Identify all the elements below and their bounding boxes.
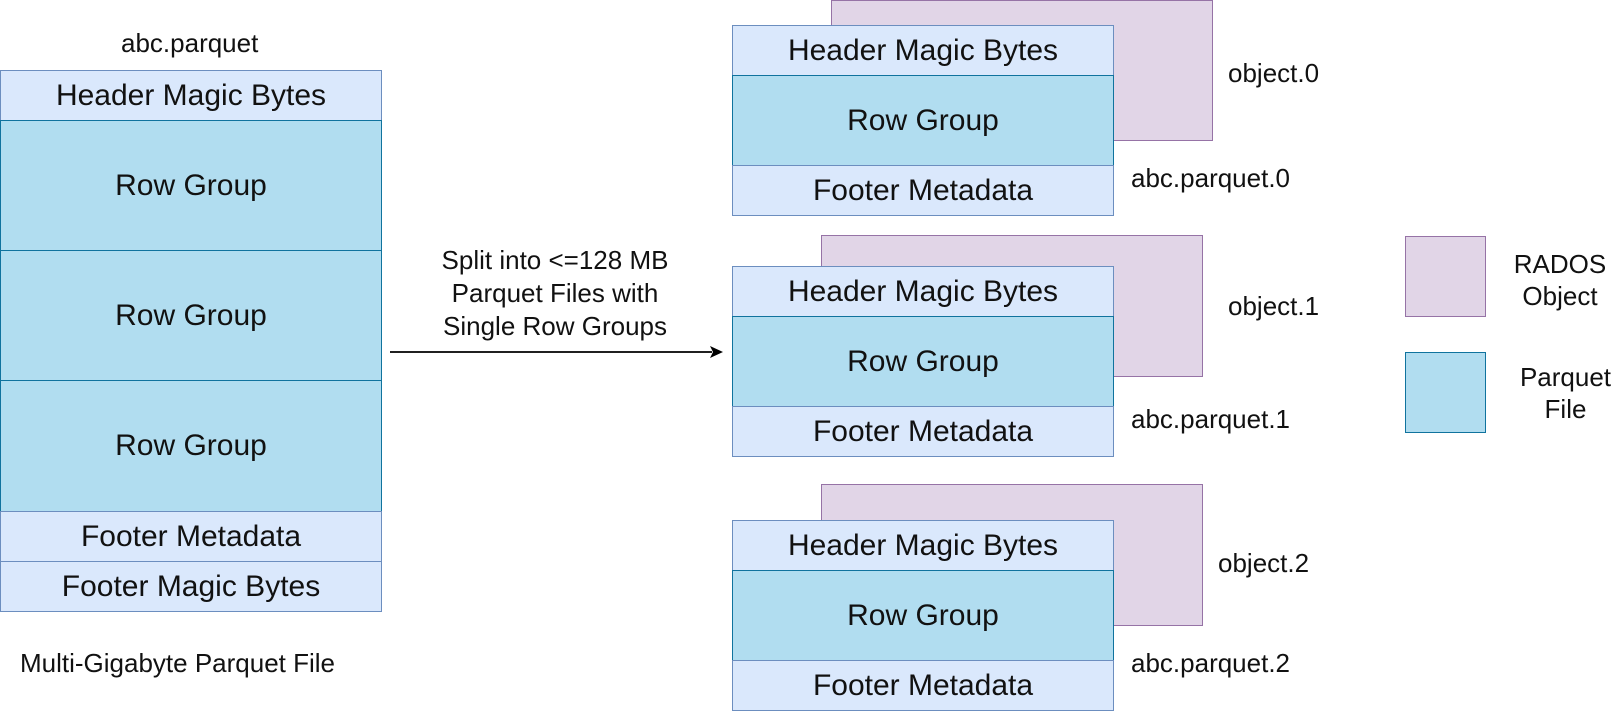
- split-file-0-row-group: Row Group: [732, 75, 1114, 166]
- legend-parquet-swatch: [1405, 352, 1486, 433]
- split-arrow: [390, 346, 723, 358]
- split-file-1-header: Header Magic Bytes: [732, 266, 1114, 317]
- object-0-label: object.0: [1228, 58, 1320, 88]
- split-file-2-footer: Footer Metadata: [732, 660, 1114, 711]
- legend-parquet-label-line1: Parquet: [1519, 362, 1612, 392]
- split-arrow-label-line3: Single Row Groups: [443, 311, 667, 341]
- split-file-2-row-group: Row Group: [732, 570, 1114, 661]
- split-file-1-row-group: Row Group: [732, 316, 1114, 407]
- source-footer-magic-bytes: Footer Magic Bytes: [0, 561, 382, 612]
- split-arrow-label-line1: Split into <=128 MB: [441, 245, 669, 275]
- source-row-group-2: Row Group: [0, 250, 382, 381]
- legend-rados-label-line2: Object: [1522, 281, 1598, 311]
- source-row-group-3: Row Group: [0, 380, 382, 512]
- legend-rados-label: RADOS Object: [1500, 248, 1620, 312]
- source-footer-metadata: Footer Metadata: [0, 511, 382, 562]
- split-file-1-footer: Footer Metadata: [732, 406, 1114, 457]
- source-row-group-1: Row Group: [0, 120, 382, 251]
- split-file-2-header: Header Magic Bytes: [732, 520, 1114, 571]
- source-file-title: abc.parquet: [121, 28, 259, 58]
- object-1-label: object.1: [1228, 291, 1320, 321]
- split-file-0-header: Header Magic Bytes: [732, 25, 1114, 76]
- split-file-1-label: abc.parquet.1: [1131, 404, 1291, 434]
- source-file-caption: Multi-Gigabyte Parquet File: [20, 648, 336, 678]
- legend-rados-swatch: [1405, 236, 1486, 317]
- split-arrow-label-line2: Parquet Files with: [451, 278, 659, 308]
- split-file-0-footer: Footer Metadata: [732, 165, 1114, 216]
- split-file-0-label: abc.parquet.0: [1131, 163, 1291, 193]
- split-file-2-label: abc.parquet.2: [1131, 648, 1291, 678]
- object-2-label: object.2: [1218, 548, 1310, 578]
- source-header-magic-bytes: Header Magic Bytes: [0, 70, 382, 121]
- legend-parquet-label: Parquet File: [1510, 361, 1621, 425]
- legend-parquet-label-line2: File: [1544, 394, 1587, 424]
- split-arrow-label: Split into <=128 MB Parquet Files with S…: [400, 244, 710, 343]
- legend-rados-label-line1: RADOS: [1513, 249, 1607, 279]
